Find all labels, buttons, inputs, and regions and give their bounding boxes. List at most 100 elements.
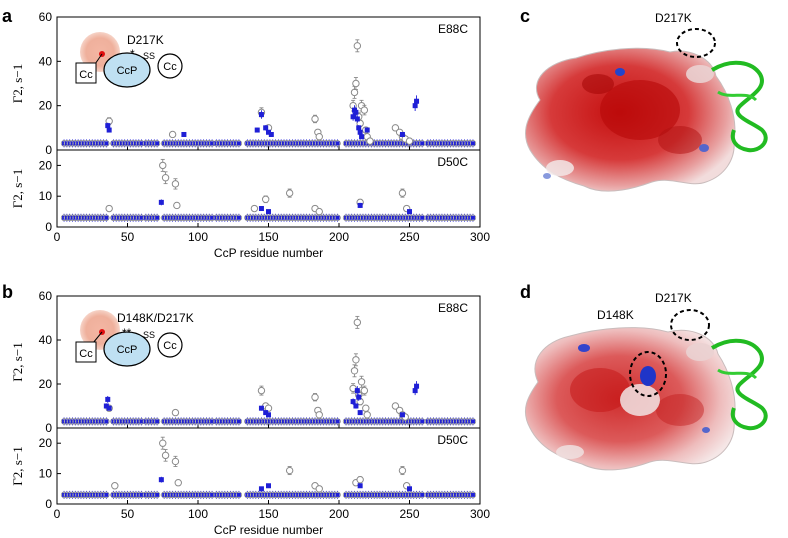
data-point-filled [356,394,362,400]
baseline-filled-point [420,419,425,424]
surface-blue-patch [699,144,709,152]
d148k-blue-patch [640,366,656,386]
scheme-stars: * [130,47,135,61]
plot-b-e88c: 0 20 40 60 Γ2, s−1 E88C [10,289,481,435]
y-tick-label: 60 [39,289,53,303]
y-tick-label: 40 [39,333,53,347]
scheme-cc-circle-label: Cc [163,340,177,352]
data-point-filled [407,209,412,215]
data-point-open [398,466,407,475]
data-point-filled [359,134,365,140]
scheme-cc-box-label: Cc [79,69,93,81]
baseline-filled-point [104,419,109,424]
data-point-open [362,404,370,412]
scheme-b: Cc CcP Cc D148K/D217K ** SS [75,310,194,367]
scheme-cc-box [75,341,97,363]
data-point-filled [357,483,363,489]
data-point-open [352,356,360,364]
y-tick-label: 0 [45,497,52,511]
baseline-filled-point [420,492,425,497]
baseline-filled-point [210,492,215,497]
data-point-filled [158,199,164,205]
scheme-ccp-ellipse [103,331,151,367]
surface-white-patch [686,65,714,83]
data-point-open [352,79,360,88]
x-tick-label: 150 [258,507,278,521]
surface-white-patch [620,384,660,416]
scheme-cc-circle [157,332,183,358]
baseline-filled-point [155,141,160,146]
data-point-filled [407,486,412,492]
x-tick-label: 250 [399,507,419,521]
d217k-site-circle [670,309,710,341]
y-axis-label: Γ2, s−1 [10,64,25,103]
x-tick-label: 300 [470,507,490,521]
data-point-open [363,411,371,419]
data-point-filled [412,388,418,394]
baseline-filled-point [139,141,144,146]
panel-letter-b: b [2,282,13,302]
data-point-open [311,393,319,401]
data-point-open [356,475,364,484]
data-point-filled [412,103,418,109]
scheme-stars: ** [122,326,132,340]
data-point-filled [258,486,264,492]
baseline-filled-point [470,419,475,424]
structure-c: D217K [525,11,768,192]
data-point-filled [266,129,271,135]
panel-letter-a: a [2,6,13,26]
data-point-open [171,457,180,466]
surface-white-patch [556,445,584,459]
data-point-filled [414,383,420,389]
data-point-filled [414,98,420,104]
data-point-open [257,386,266,395]
surface-blue-patch [543,173,551,179]
baseline-filled-point [139,215,144,220]
d217k-site-circle [676,28,716,58]
baseline-filled-point [236,215,241,220]
data-point-open [111,482,119,490]
scheme-cc-circle [157,53,183,79]
scheme-cc-box-label: Cc [79,348,93,360]
baseline-filled-point [155,215,160,220]
data-point-open [398,189,407,197]
surface-white-patch [546,160,574,176]
scheme-mutation-label: D148K/D217K [117,311,194,325]
surface-blue-patch [702,427,710,433]
data-point-filled [353,109,359,115]
data-point-filled [354,116,360,122]
scheme-link-line [92,331,103,344]
data-point-open [174,479,182,487]
data-point-open [357,378,366,386]
baseline-filled-point [335,419,340,424]
baseline-filled-point [104,492,109,497]
data-point-filled [103,403,109,409]
baseline-filled-point [420,141,425,146]
baseline-filled-point [236,492,241,497]
surface-patch [658,126,702,154]
data-point-open [168,130,177,139]
data-point-filled [268,131,274,137]
y-tick-label: 0 [45,220,52,234]
data-point-filled [356,125,362,131]
scheme-ss: SS [143,51,155,61]
baseline-filled-point [139,492,144,497]
structure-d: D148K D217K [525,291,768,471]
baseline-filled-point [420,215,425,220]
ribbon [717,90,758,102]
data-point-open [405,137,414,145]
data-point-filled [181,131,187,137]
data-point-open [161,451,170,460]
data-point-open [391,124,400,132]
data-point-open [264,404,273,412]
panel-letter-c: c [520,6,530,26]
ribbon [710,338,768,431]
scheme-ccp-ellipse [103,52,151,88]
ribbon [717,368,758,380]
baseline-filled-point [470,215,475,220]
x-tick-label: 250 [399,230,419,244]
data-point-open [285,189,294,197]
data-point-filled [105,123,111,129]
